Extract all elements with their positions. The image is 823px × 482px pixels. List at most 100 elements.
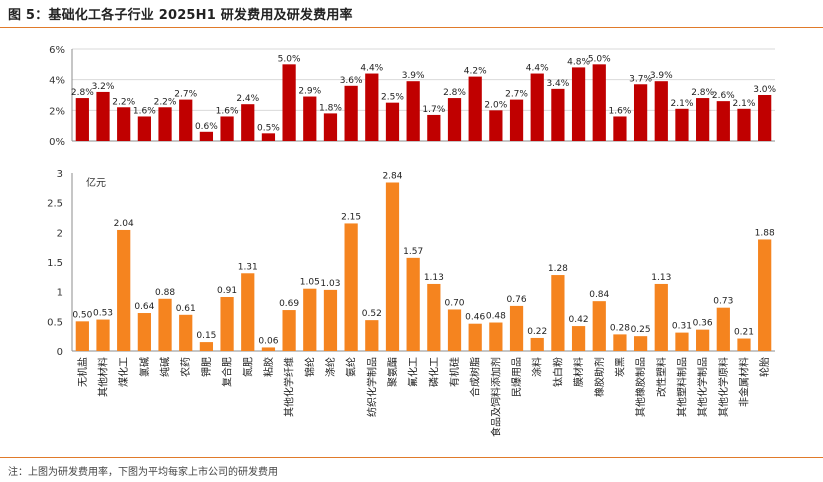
category-label: 纯碱: [159, 357, 172, 377]
expense-data-label: 2.15: [341, 212, 361, 222]
rate-data-label: 4.8%: [567, 57, 590, 67]
expense-bar: [633, 336, 648, 351]
category-label: 改性塑料: [655, 357, 668, 397]
rate-data-label: 3.7%: [629, 74, 652, 84]
rate-data-label: 2.2%: [112, 97, 135, 107]
rate-data-label: 4.2%: [464, 67, 487, 77]
expense-data-label: 0.61: [176, 304, 196, 314]
expense-ytick-label: 1.5: [47, 258, 63, 269]
rate-bar: [323, 113, 338, 141]
expense-data-label: 0.06: [258, 336, 278, 346]
rate-bar: [633, 84, 648, 141]
rate-ytick-label: 0%: [49, 137, 65, 148]
rate-data-label: 2.5%: [381, 93, 404, 103]
rate-bar: [675, 108, 689, 141]
expense-bar: [220, 297, 234, 351]
charts-svg: 0%2%4%6%2.8%3.2%2.2%1.6%2.2%2.7%0.6%1.6%…: [47, 45, 776, 437]
rate-data-label: 4.4%: [360, 64, 383, 74]
rate-data-label: 3.4%: [546, 79, 569, 89]
rate-bar: [137, 116, 151, 141]
expense-data-label: 0.52: [362, 309, 382, 319]
category-label: 其他化学制品: [696, 357, 709, 417]
category-label: 氨纶: [345, 357, 358, 377]
category-label: 其他材料: [97, 357, 110, 397]
category-label: 有机硅: [448, 357, 461, 387]
rate-bar: [179, 99, 193, 141]
rate-data-label: 3.2%: [92, 82, 115, 92]
figure-title: 图 5：基础化工各子行业 2025H1 研发费用及研发费用率: [8, 8, 353, 23]
expense-data-label: 0.64: [134, 302, 154, 312]
expense-bar: [75, 321, 89, 351]
rate-bar: [613, 116, 627, 141]
rate-ytick-label: 4%: [49, 76, 65, 87]
rate-bar: [261, 133, 276, 141]
category-label: 民爆用品: [511, 357, 523, 397]
category-label: 氯碱: [138, 357, 151, 377]
expense-bar: [447, 309, 462, 351]
rate-bar: [716, 101, 730, 141]
rate-bar: [282, 64, 296, 141]
rate-bar: [468, 76, 482, 141]
expense-bar: [613, 334, 627, 351]
rate-bar: [696, 98, 710, 141]
rate-bar: [117, 107, 131, 141]
rate-bar: [551, 88, 565, 141]
rate-bar: [447, 98, 462, 141]
expense-bar: [696, 329, 710, 351]
rate-bar: [758, 95, 772, 141]
category-label: 食品及饲料添加剂: [489, 357, 502, 437]
expense-data-label: 1.13: [651, 273, 671, 283]
expense-ytick-label: 0: [57, 347, 63, 358]
expense-bar: [282, 310, 296, 351]
expense-data-label: 1.31: [238, 262, 258, 272]
rate-bar: [220, 116, 234, 141]
expense-data-label: 0.69: [279, 299, 299, 309]
rate-data-label: 2.9%: [298, 87, 321, 97]
rate-data-label: 5.0%: [588, 54, 611, 64]
rate-data-label: 5.0%: [278, 54, 301, 64]
rate-data-label: 1.6%: [608, 106, 631, 116]
title-rule: [0, 27, 823, 28]
rate-data-label: 2.2%: [154, 97, 177, 107]
rate-data-label: 2.6%: [712, 91, 735, 101]
category-label: 氮肥: [241, 357, 254, 377]
expense-bar: [489, 322, 503, 351]
expense-data-label: 0.53: [93, 309, 113, 319]
expense-bar: [199, 342, 214, 351]
rate-data-label: 2.4%: [236, 94, 259, 104]
rate-data-label: 0.6%: [195, 122, 218, 132]
rate-bar: [96, 91, 110, 141]
expense-bar: [96, 319, 110, 351]
expense-data-label: 0.36: [693, 319, 713, 329]
rate-ytick-label: 6%: [49, 45, 65, 56]
category-label: 其他化学纤维: [283, 357, 296, 417]
rate-bar: [654, 81, 668, 141]
rate-bar: [303, 96, 317, 141]
expense-bar: [241, 273, 255, 351]
category-label: 橡胶助剂: [593, 357, 606, 397]
category-label: 聚氨酯: [386, 357, 399, 387]
category-label: 煤化工: [117, 357, 130, 387]
expense-ytick-label: 2: [57, 228, 63, 239]
category-label: 炭黑: [614, 357, 626, 377]
rate-bar: [199, 131, 214, 141]
expense-data-label: 0.84: [589, 290, 609, 300]
expense-ytick-label: 2.5: [47, 199, 63, 210]
expense-bar: [571, 326, 586, 351]
expense-data-label: 1.57: [403, 247, 423, 257]
rate-data-label: 0.5%: [257, 123, 280, 133]
rate-bar: [592, 64, 606, 141]
rate-data-label: 2.7%: [174, 90, 197, 100]
expense-data-label: 2.84: [382, 171, 402, 181]
expense-data-label: 1.28: [548, 264, 568, 274]
expense-data-label: 0.31: [672, 322, 692, 332]
rate-data-label: 3.9%: [402, 71, 425, 81]
rate-bar: [530, 73, 544, 141]
rate-data-label: 2.8%: [71, 88, 94, 98]
expense-data-label: 0.76: [507, 295, 527, 305]
rate-data-label: 2.8%: [691, 88, 714, 98]
category-label: 非金属材料: [737, 357, 750, 407]
category-label: 无机盐: [76, 357, 89, 387]
expense-data-label: 0.73: [713, 297, 733, 307]
